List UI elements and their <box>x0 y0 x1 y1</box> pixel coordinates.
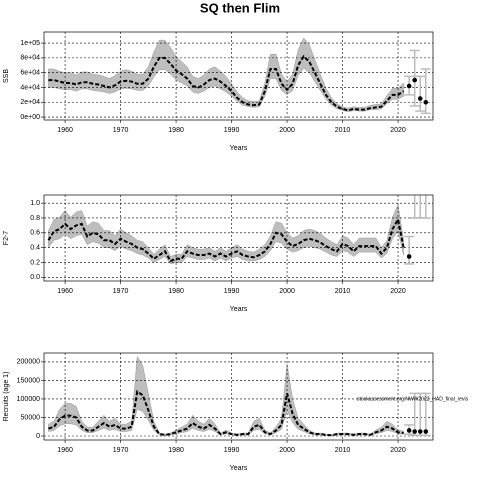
x-tick-label: 1980 <box>168 288 184 295</box>
median-line <box>48 389 404 437</box>
y-tick-label: 200000 <box>17 359 40 366</box>
median-line <box>47 216 405 263</box>
x-tick-label: 1980 <box>168 447 184 454</box>
x-tick-label: 2020 <box>390 447 406 454</box>
plot-area <box>44 32 433 120</box>
plot-area <box>44 353 433 440</box>
forecast-point <box>417 96 423 101</box>
forecast-point <box>412 429 417 434</box>
x-tick-label: 1990 <box>224 127 240 134</box>
x-tick-label: 2020 <box>390 288 406 295</box>
median-line <box>48 54 405 112</box>
forecast-point <box>423 179 428 184</box>
chart-title: SQ then Flim <box>200 0 280 15</box>
x-tick-label: 1960 <box>57 288 73 295</box>
y-tick-label: 150000 <box>17 377 40 384</box>
x-axis-label: Years <box>230 306 248 313</box>
x-tick-label: 1990 <box>224 288 240 295</box>
y-tick-label: 2e+04 <box>20 99 40 106</box>
y-axis-label: SSB <box>3 69 10 83</box>
plot-frame <box>43 352 434 441</box>
confidence-band <box>48 203 404 265</box>
y-axis-label: Recruits (age 1) <box>3 372 10 422</box>
x-tick-label: 2000 <box>279 127 295 134</box>
confidence-band <box>48 37 404 113</box>
x-tick-label: 2010 <box>335 288 351 295</box>
forecast-point <box>406 83 412 89</box>
y-tick-label: 8e+04 <box>20 55 40 62</box>
y-tick-label: 0.2 <box>30 259 40 266</box>
forecast-point <box>417 429 423 434</box>
forecast-point <box>406 428 412 433</box>
x-tick-label: 1970 <box>113 288 129 295</box>
y-tick-label: 0.8 <box>30 215 40 222</box>
forecast-point <box>418 179 423 184</box>
y-tick-label: 4e+04 <box>20 84 40 91</box>
x-tick-label: 1990 <box>224 447 240 454</box>
x-tick-label: 1970 <box>113 447 129 454</box>
y-tick-label: 1.0 <box>30 200 40 207</box>
x-tick-label: 1960 <box>57 127 73 134</box>
plot-area <box>44 179 433 281</box>
forecast-point <box>423 99 429 105</box>
y-tick-label: 6e+04 <box>20 70 40 77</box>
x-tick-label: 1970 <box>113 127 129 134</box>
plot-frame <box>43 31 434 121</box>
x-tick-label: 2000 <box>279 288 295 295</box>
x-tick-label: 2010 <box>335 127 351 134</box>
y-tick-label: 0.4 <box>30 244 40 251</box>
plot-frame <box>43 194 434 282</box>
annotation: stockassessment.org:NWW2022_HAD_final_re… <box>357 396 469 402</box>
y-axis-label: F2-7 <box>3 231 10 246</box>
forecast-point <box>412 179 417 184</box>
y-tick-label: 1e+05 <box>20 40 40 47</box>
x-axis-label: Years <box>230 465 248 472</box>
forecast-point <box>423 429 429 434</box>
forecast-point <box>406 254 412 259</box>
y-tick-label: 0 <box>36 433 40 440</box>
x-tick-label: 1960 <box>57 447 73 454</box>
y-tick-label: 0.0 <box>30 274 40 281</box>
x-tick-label: 2010 <box>335 447 351 454</box>
forecast-point <box>412 77 417 83</box>
y-tick-label: 50000 <box>21 414 41 421</box>
x-tick-label: 1980 <box>168 127 184 134</box>
x-tick-label: 2020 <box>390 127 406 134</box>
x-tick-label: 2000 <box>279 447 295 454</box>
y-tick-label: 0e+00 <box>20 114 40 121</box>
y-tick-label: 0.6 <box>30 230 40 237</box>
y-tick-label: 100000 <box>17 396 40 403</box>
x-axis-label: Years <box>230 145 248 152</box>
